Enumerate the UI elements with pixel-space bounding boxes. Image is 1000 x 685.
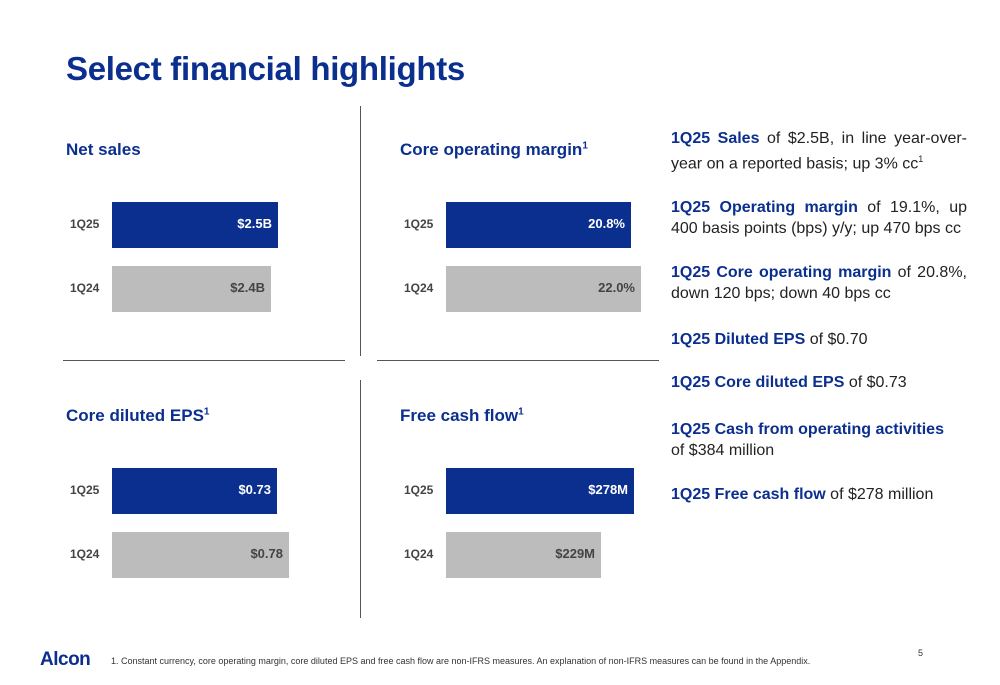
chart-core-diluted-eps: Core diluted EPS1 1Q25 $0.73 1Q24 $0.78 [66,406,366,606]
chart-net-sales: Net sales 1Q25 $2.5B 1Q24 $2.4B [66,140,366,340]
bar: $0.78 [112,532,289,578]
category-label: 1Q24 [404,547,434,561]
alcon-logo: Alcon [40,649,91,670]
bar-row: 1Q24 $229M [400,532,700,578]
highlight-free-cash-flow: 1Q25 Free cash flow of $278 million [671,486,934,503]
bar: $278M [446,468,634,514]
bar: $2.4B [112,266,271,312]
vertical-divider-top [360,106,361,356]
highlight-operating-margin: 1Q25 Operating margin of 19.1%, up 400 b… [671,199,967,237]
page-title: Select financial highlights [66,50,465,87]
bar-row: 1Q25 $278M [400,468,700,514]
chart-title: Net sales [66,140,141,159]
page-number: 5 [918,648,924,658]
data-label: $0.78 [250,546,283,561]
vertical-divider-bottom [360,380,361,618]
bar-row: 1Q25 $2.5B [66,202,366,248]
data-label: 22.0% [598,280,635,295]
bar: $229M [446,532,601,578]
bar-row: 1Q24 $2.4B [66,266,366,312]
category-label: 1Q25 [404,217,434,231]
horizontal-divider-right [377,360,659,361]
category-label: 1Q25 [70,483,100,497]
category-label: 1Q24 [70,547,100,561]
data-label: 20.8% [588,216,625,231]
chart-core-operating-margin: Core operating margin1 1Q25 20.8% 1Q24 22.0… [400,140,700,340]
bar: 22.0% [446,266,641,312]
category-label: 1Q25 [404,483,434,497]
highlight-diluted-eps: 1Q25 Diluted EPS of $0.70 [671,331,868,348]
bar-row: 1Q24 $0.78 [66,532,366,578]
highlight-core-operating-margin: 1Q25 Core operating margin of 20.8%, dow… [671,264,967,302]
chart-title: Free cash flow1 [400,406,524,425]
data-label: $2.4B [230,280,265,295]
category-label: 1Q24 [404,281,434,295]
chart-free-cash-flow: Free cash flow1 1Q25 $278M 1Q24 $229M [400,406,700,606]
highlight-cash-from-operations: 1Q25 Cash from operating activities of $… [671,421,944,459]
bar: $2.5B [112,202,278,248]
horizontal-divider-left [63,360,345,361]
bar-row: 1Q24 22.0% [400,266,700,312]
footnote: 1. Constant currency, core operating mar… [111,656,811,666]
data-label: $229M [555,546,595,561]
chart-title: Core operating margin1 [400,140,588,159]
highlight-core-diluted-eps: 1Q25 Core diluted EPS of $0.73 [671,374,907,391]
chart-title: Core diluted EPS1 [66,406,210,425]
bar: 20.8% [446,202,631,248]
data-label: $2.5B [237,216,272,231]
bar-row: 1Q25 20.8% [400,202,700,248]
bar-row: 1Q25 $0.73 [66,468,366,514]
category-label: 1Q24 [70,281,100,295]
category-label: 1Q25 [70,217,100,231]
data-label: $0.73 [238,482,271,497]
data-label: $278M [588,482,628,497]
bar: $0.73 [112,468,277,514]
highlight-sales: 1Q25 Sales of $2.5B, in line year-over-y… [671,130,967,173]
